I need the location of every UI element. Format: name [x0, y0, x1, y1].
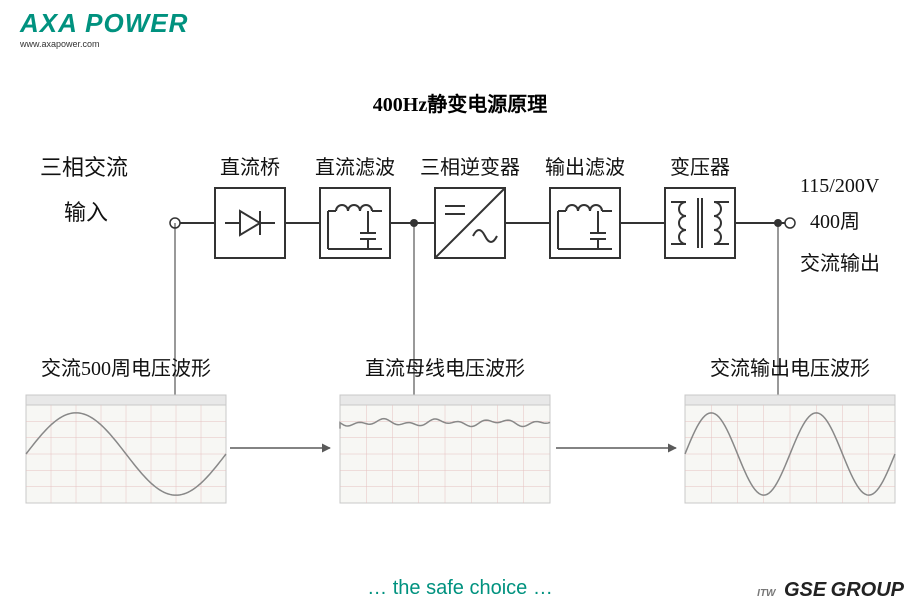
brand-url: www.axapower.com [20, 39, 188, 49]
transformer-label: 变压器 [670, 156, 730, 179]
brand-logo-area: AXA POWER www.axapower.com [20, 8, 188, 49]
output-label-2: 400周 [810, 211, 860, 233]
dc_filter-label: 直流滤波 [315, 156, 395, 179]
footer-logo: ITW GSE GROUP [757, 579, 904, 602]
out_filter-label: 输出滤波 [545, 156, 625, 179]
page-title: 400Hz静变电源原理 [0, 88, 920, 117]
scope-ac_in: 交流500周电压波形 [26, 357, 226, 503]
block-diagram: 三相交流 输入 直流桥 直流滤波 三相逆变器 输出滤波 变压器 115/200V 400… [20, 120, 900, 540]
scope-label-dc_bus: 直流母线电压波形 [365, 357, 525, 380]
footer-logo-suffix: GROUP [831, 579, 904, 601]
dc_filter-block [320, 188, 390, 258]
scope-ac_out: 交流输出电压波形 [685, 357, 895, 503]
brand-logo-text: AXA POWER [20, 8, 188, 39]
rectifier-label: 直流桥 [220, 156, 280, 179]
output-terminal [785, 218, 795, 228]
output-label-3: 交流输出 [800, 252, 880, 275]
output-label-1: 115/200V [800, 175, 880, 197]
footer-logo-prefix: ITW [757, 588, 775, 599]
transformer-block [665, 188, 735, 258]
footer-logo-main: GSE [784, 579, 826, 601]
input-label-line2: 输入 [64, 200, 108, 225]
scope-dc_bus: 直流母线电压波形 [340, 357, 550, 503]
rectifier-block [215, 188, 285, 258]
inverter-label: 三相逆变器 [420, 156, 520, 179]
out_filter-block [550, 188, 620, 258]
inverter-block [435, 188, 505, 258]
input-label-line1: 三相交流 [40, 155, 128, 180]
scope-label-ac_in: 交流500周电压波形 [41, 357, 211, 380]
scope-label-ac_out: 交流输出电压波形 [710, 357, 870, 380]
